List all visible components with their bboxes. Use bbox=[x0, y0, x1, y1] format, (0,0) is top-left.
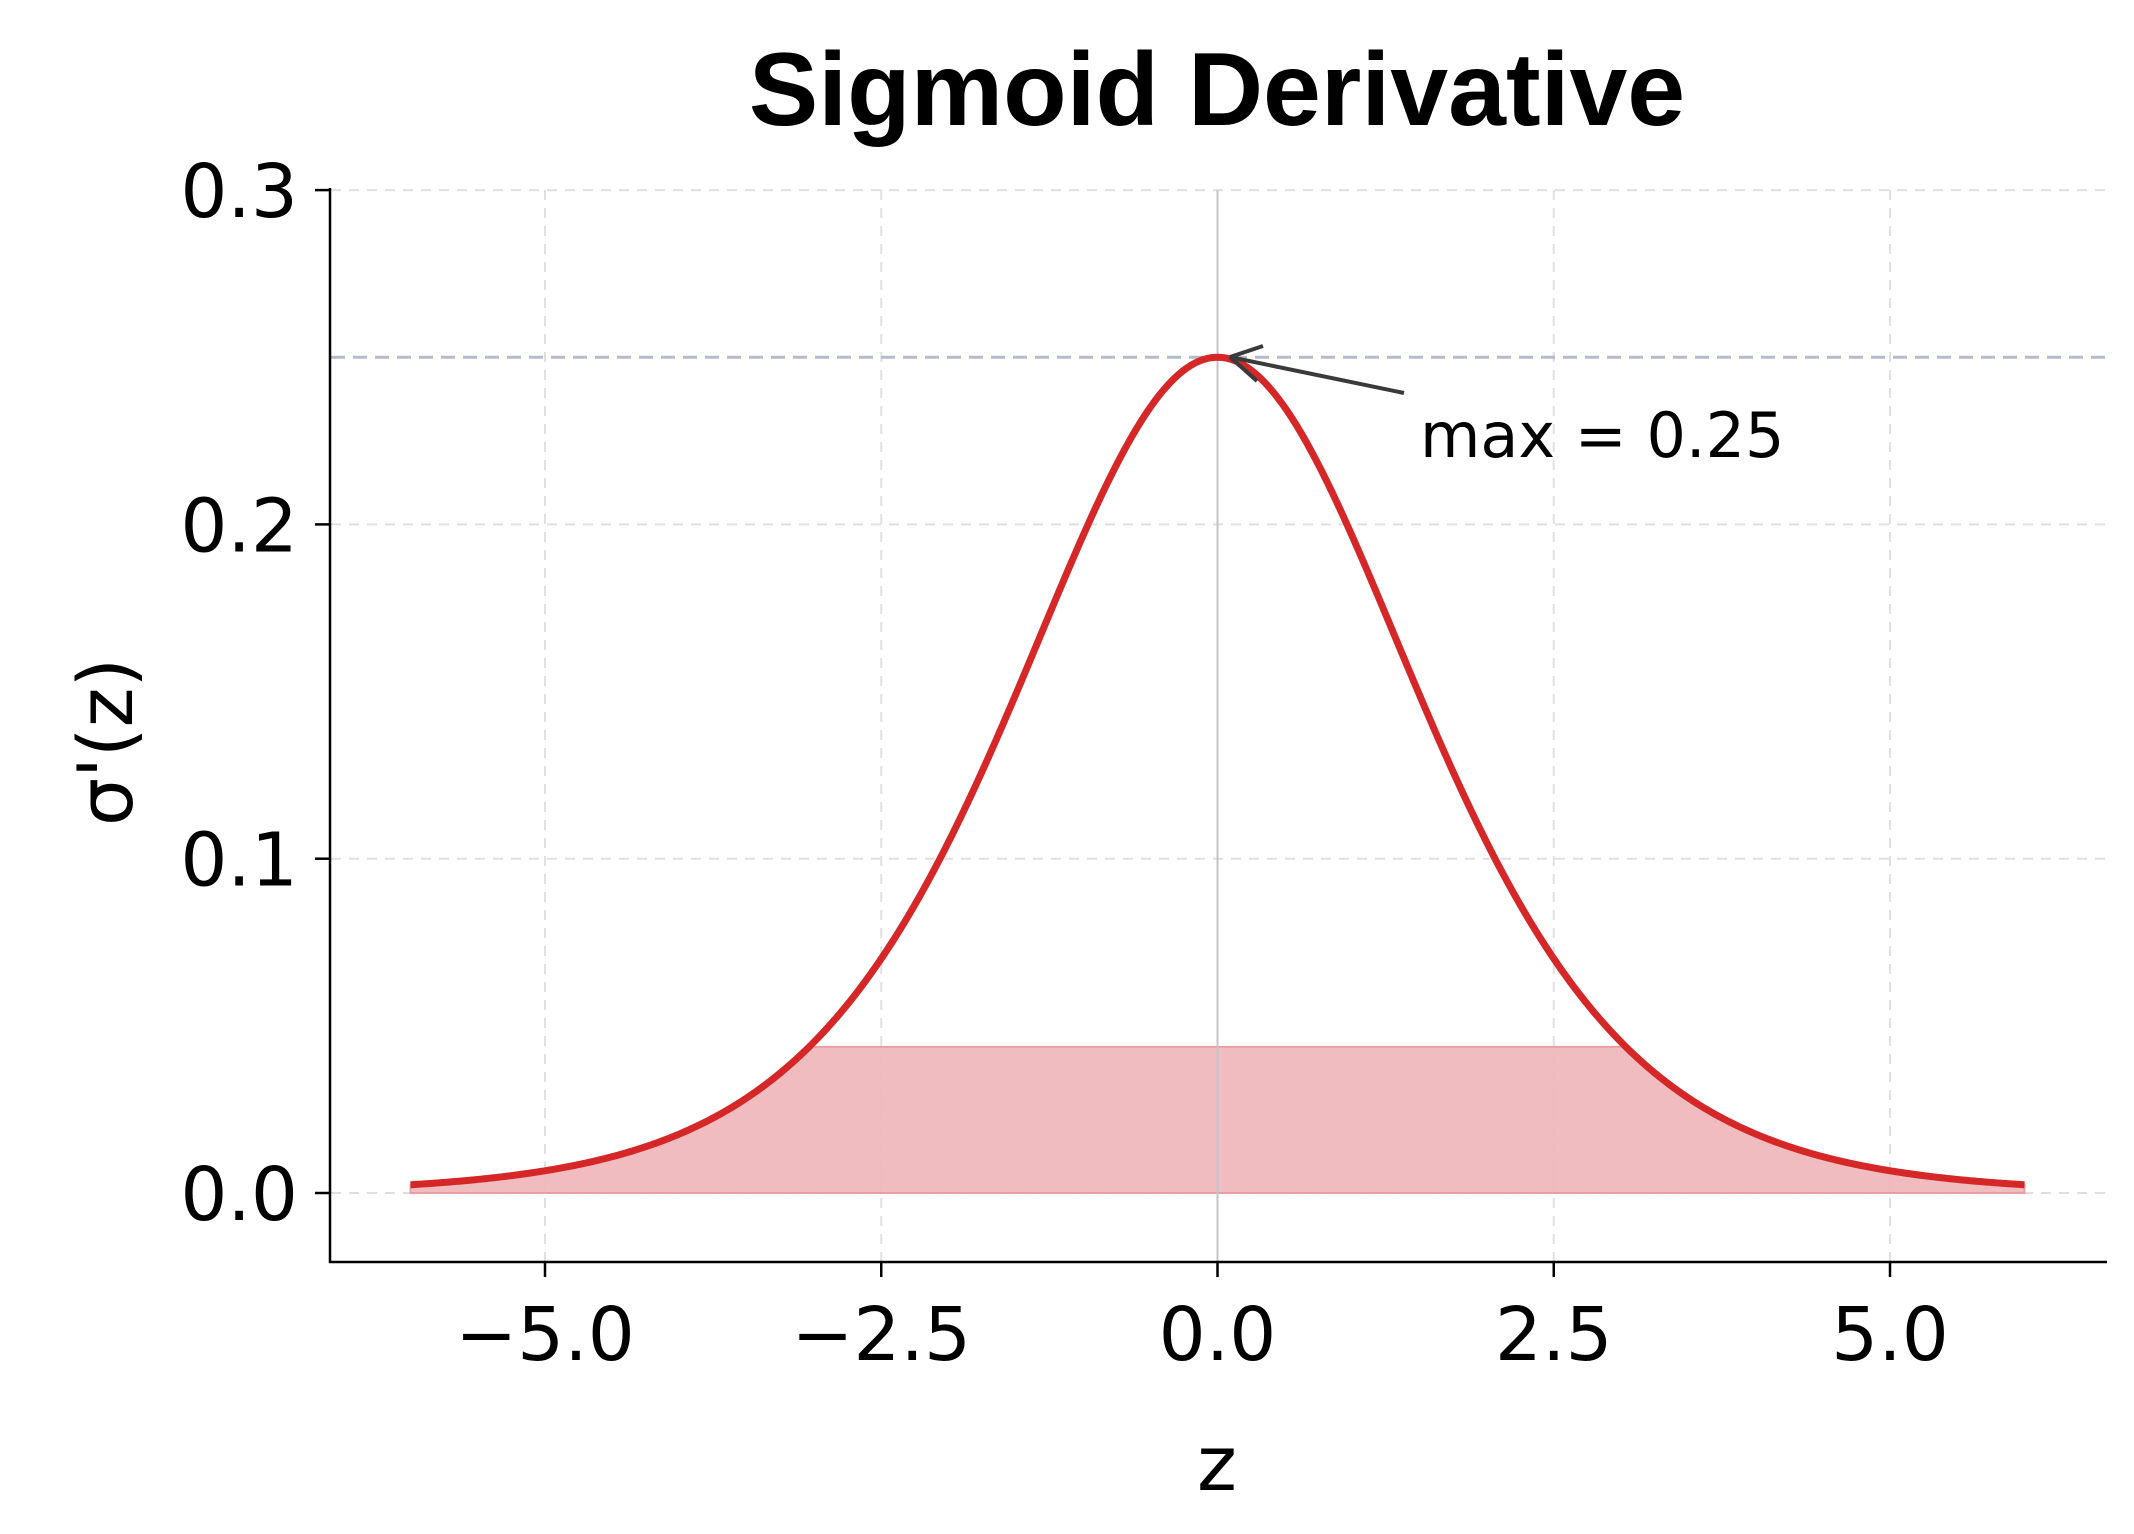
chart-title: Sigmoid Derivative bbox=[749, 32, 1685, 148]
y-tick-label: 0.3 bbox=[180, 149, 298, 235]
y-tick-label: 0.2 bbox=[180, 483, 298, 569]
sigmoid-derivative-curve bbox=[409, 353, 2026, 1189]
x-tick-label: 0.0 bbox=[1159, 1292, 1277, 1378]
x-tick-label: 2.5 bbox=[1495, 1292, 1613, 1378]
y-tick-label: 0.0 bbox=[180, 1152, 298, 1238]
y-axis-label: σ'(z) bbox=[61, 658, 150, 826]
axes: 0.0 0.1 0.2 0.3 −5.0 −2.5 0.0 2.5 5.0 bbox=[180, 149, 2107, 1378]
x-tick-label: −5.0 bbox=[455, 1292, 635, 1378]
x-axis-label: z bbox=[1197, 1419, 1237, 1508]
x-tick-label: −2.5 bbox=[791, 1292, 971, 1378]
x-axis-ticks: −5.0 −2.5 0.0 2.5 5.0 bbox=[455, 1262, 1949, 1378]
x-tick-label: 5.0 bbox=[1831, 1292, 1949, 1378]
max-annotation-arrow bbox=[1228, 344, 1405, 395]
y-tick-label: 0.1 bbox=[180, 818, 298, 904]
plot-area: max = 0.25 bbox=[331, 189, 2107, 1262]
y-axis-ticks: 0.0 0.1 0.2 0.3 bbox=[180, 149, 330, 1238]
max-annotation-label: max = 0.25 bbox=[1420, 399, 1785, 472]
